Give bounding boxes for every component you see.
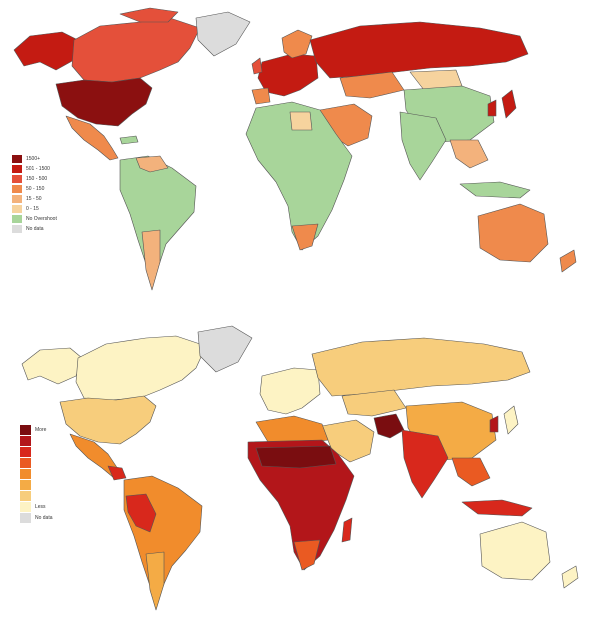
legend-item: [20, 468, 53, 479]
region-caribbean: [119, 135, 139, 145]
legend-item: 0 - 15: [12, 204, 57, 214]
legend-item: More: [20, 424, 53, 435]
region-afghanistan-pakistan: [373, 413, 405, 439]
region-argentina: [145, 551, 165, 611]
legend-label: 0 - 15: [26, 206, 39, 212]
legend-label: No data: [35, 514, 53, 521]
region-alaska: [13, 31, 79, 71]
region-india: [401, 429, 449, 499]
region-north-africa: [255, 415, 329, 445]
legend-label: 501 - 1500: [26, 166, 50, 172]
legend-label: More: [35, 426, 47, 433]
region-libya: [289, 111, 313, 131]
region-russia: [309, 21, 529, 79]
region-africa: [245, 101, 353, 251]
region-mexico: [65, 115, 119, 161]
world-map-top: [0, 0, 600, 300]
legend-label: No Overshoot: [26, 216, 57, 222]
legend-label: 1500+: [26, 156, 41, 162]
legend-item: [20, 479, 53, 490]
legend-item: [20, 490, 53, 501]
legend-label: 50 - 150: [26, 186, 45, 192]
region-se-asia: [451, 457, 491, 487]
region-kazakhstan: [341, 389, 407, 417]
legend-item: 150 - 500: [12, 174, 57, 184]
region-argentina: [141, 229, 161, 291]
region-indonesia: [459, 181, 531, 199]
region-canada: [71, 17, 201, 83]
region-indonesia: [461, 499, 533, 517]
region-korea: [489, 415, 499, 433]
world-map-bottom: [0, 318, 600, 618]
legend-item: [20, 457, 53, 468]
region-uk: [251, 57, 263, 75]
region-europe: [259, 367, 321, 415]
legend-label: 150 - 500: [26, 176, 48, 182]
region-greenland: [197, 325, 253, 373]
region-canada: [75, 335, 207, 401]
region-south-america: [119, 155, 197, 283]
region-australia: [479, 521, 551, 581]
region-madagascar: [341, 517, 353, 543]
region-new-zealand: [561, 565, 579, 589]
legend-item: 50 - 150: [12, 184, 57, 194]
region-venezuela: [135, 155, 169, 173]
region-peru-bolivia: [125, 493, 157, 533]
region-korea: [487, 99, 497, 117]
region-japan: [501, 89, 517, 119]
legend-item: 1500+: [12, 154, 57, 164]
region-south-africa: [291, 223, 319, 251]
legend-label: No data: [26, 226, 44, 232]
region-greenland: [195, 11, 251, 57]
region-russia: [311, 337, 531, 397]
region-alaska: [21, 347, 83, 385]
legend-bottom: More Less No data: [20, 424, 53, 523]
region-usa: [59, 395, 157, 445]
region-iberia: [251, 87, 271, 105]
region-southern-africa: [293, 539, 321, 571]
region-australia: [477, 203, 549, 263]
legend-item: No data: [12, 224, 57, 234]
legend-label: Less: [35, 503, 46, 510]
legend-item: No Overshoot: [12, 214, 57, 224]
region-new-zealand: [559, 249, 577, 273]
legend-item: Less: [20, 501, 53, 512]
legend-item: 501 - 1500: [12, 164, 57, 174]
region-india: [399, 111, 447, 181]
legend-item: 15 - 50: [12, 194, 57, 204]
legend-item: [20, 435, 53, 446]
legend-label: 15 - 50: [26, 196, 42, 202]
region-scandinavia: [281, 29, 313, 59]
region-se-asia: [449, 139, 489, 169]
legend-item: [20, 446, 53, 457]
region-japan: [503, 405, 519, 435]
legend-top: 1500+ 501 - 1500 150 - 500 50 - 150 15 -…: [12, 154, 57, 234]
legend-item: No data: [20, 512, 53, 523]
region-arctic-islands: [119, 7, 179, 23]
region-kazakhstan: [339, 71, 405, 99]
region-usa: [55, 77, 153, 127]
region-sahel: [255, 445, 337, 469]
region-central-america: [107, 465, 127, 481]
